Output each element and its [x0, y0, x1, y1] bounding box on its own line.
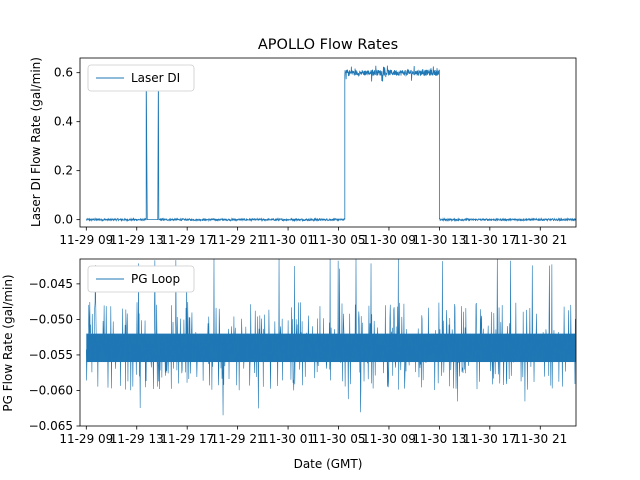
bottom-xtick-label: 11-29 13 [110, 432, 164, 446]
bottom-ytick-label: −0.055 [29, 348, 73, 362]
top-xtick-label: 11-30 09 [362, 233, 416, 247]
top-xtick-label: 11-30 05 [312, 233, 366, 247]
bottom-xtick-label: 11-30 13 [412, 432, 466, 446]
top-xtick-label: 11-30 13 [412, 233, 466, 247]
bottom-axes-frame [79, 258, 577, 427]
bottom-y-axis-label: PG Flow Rate (gal/min) [1, 274, 15, 411]
top-ytick-label: 0.0 [54, 213, 73, 227]
laser-di-line [85, 65, 576, 223]
top-xtick-label: 11-30 21 [513, 233, 567, 247]
bottom-xtick-label: 11-29 21 [211, 432, 265, 446]
chart-title: APOLLO Flow Rates [258, 37, 398, 53]
top-xtick-label: 11-30 17 [463, 233, 517, 247]
top-xtick-label: 11-29 13 [110, 233, 164, 247]
pg-loop-series-group [86, 259, 576, 416]
bottom-xtick-label: 11-30 01 [261, 432, 315, 446]
bottom-ytick-label: −0.065 [29, 419, 73, 433]
laser-di-series-group [85, 65, 576, 223]
top-ytick-label: 0.6 [54, 66, 73, 80]
bottom-ytick-label: −0.050 [29, 312, 73, 326]
bottom-y-ticks: −0.065 −0.060 −0.055 −0.050 −0.045 [29, 277, 80, 433]
bottom-xtick-label: 11-29 09 [59, 432, 113, 446]
bottom-legend-box [87, 265, 195, 293]
bottom-ytick-label: −0.060 [29, 383, 73, 397]
bottom-xtick-label: 11-30 17 [463, 432, 517, 446]
top-xtick-label: 11-30 01 [261, 233, 315, 247]
top-y-axis-label: Laser DI Flow Rate (gal/min) [29, 57, 43, 227]
top-xtick-label: 11-29 21 [211, 233, 265, 247]
bottom-xtick-label: 11-29 17 [160, 432, 214, 446]
top-legend: Laser DI [87, 64, 195, 92]
top-ytick-label: 0.4 [54, 115, 73, 129]
top-axes-frame [79, 57, 577, 228]
bottom-xtick-label: 11-30 21 [513, 432, 567, 446]
bottom-legend-label: PG Loop [131, 272, 180, 286]
bottom-xtick-label: 11-30 05 [312, 432, 366, 446]
pg-loop-line [86, 259, 576, 416]
top-y-ticks: 0.0 0.2 0.4 0.6 [54, 66, 80, 227]
bottom-x-axis-label: Date (GMT) [294, 457, 363, 471]
top-legend-box [87, 64, 195, 92]
top-xtick-label: 11-29 17 [160, 233, 214, 247]
bottom-ytick-label: −0.045 [29, 277, 73, 291]
top-xtick-label: 11-29 09 [59, 233, 113, 247]
bottom-xtick-label: 11-30 09 [362, 432, 416, 446]
top-legend-label: Laser DI [131, 71, 180, 85]
pg-loop-subplot: −0.065−0.060−0.055−0.050−0.045 11-29 091… [1, 258, 577, 471]
top-ytick-label: 0.2 [54, 164, 73, 178]
bottom-legend: PG Loop [87, 265, 195, 293]
